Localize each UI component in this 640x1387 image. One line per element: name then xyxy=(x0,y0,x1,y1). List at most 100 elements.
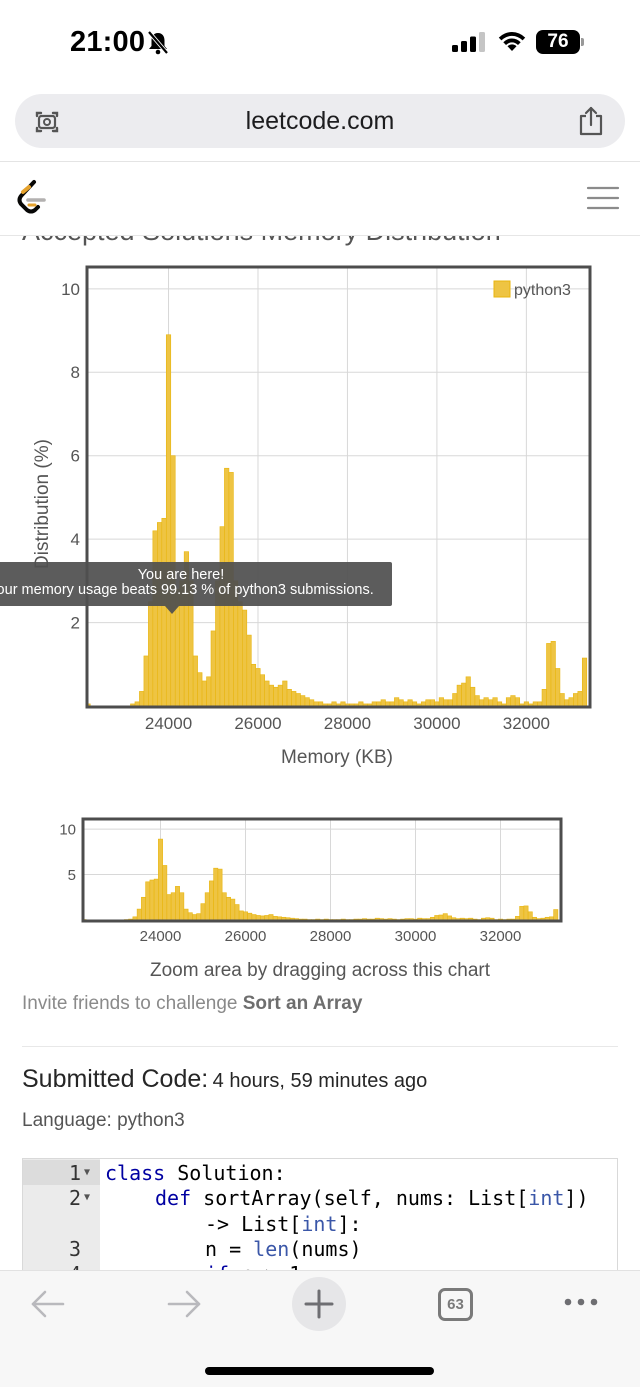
histogram-bar[interactable] xyxy=(519,906,525,921)
histogram-bar[interactable] xyxy=(139,691,145,707)
more-icon[interactable] xyxy=(563,1295,599,1313)
histogram-bar[interactable] xyxy=(403,701,409,707)
histogram-bar[interactable] xyxy=(197,672,203,707)
fold-arrow-icon[interactable]: ▼ xyxy=(84,1192,91,1203)
histogram-bar[interactable] xyxy=(555,668,561,707)
histogram-bar[interactable] xyxy=(407,699,413,707)
histogram-bar[interactable] xyxy=(358,701,364,707)
histogram-bar[interactable] xyxy=(318,701,324,707)
histogram-bar[interactable] xyxy=(134,701,140,707)
camera-icon[interactable] xyxy=(32,108,62,141)
histogram-bar[interactable] xyxy=(187,912,193,921)
histogram-bar[interactable] xyxy=(238,910,244,921)
histogram-bar[interactable] xyxy=(165,334,172,707)
tabs-icon[interactable]: 63 xyxy=(438,1288,473,1321)
histogram-bar[interactable] xyxy=(192,914,197,921)
histogram-bar[interactable] xyxy=(573,693,579,707)
histogram-bar[interactable] xyxy=(447,915,452,921)
histogram-bar[interactable] xyxy=(264,680,270,707)
histogram-bar[interactable] xyxy=(282,680,288,707)
histogram-bar[interactable] xyxy=(479,699,485,707)
histogram-bar[interactable] xyxy=(295,693,301,707)
histogram-bar[interactable] xyxy=(246,634,252,707)
histogram-bar[interactable] xyxy=(331,701,337,707)
histogram-bar[interactable] xyxy=(510,695,516,707)
histogram-bar[interactable] xyxy=(438,697,444,707)
histogram-bar[interactable] xyxy=(273,686,279,707)
histogram-bar[interactable] xyxy=(152,530,158,707)
histogram-bar[interactable] xyxy=(221,892,227,921)
histogram-bar[interactable] xyxy=(447,699,453,707)
histogram-bar[interactable] xyxy=(537,701,543,707)
histogram-bar[interactable] xyxy=(170,892,176,921)
histogram-bar[interactable] xyxy=(210,630,216,707)
histogram-bar[interactable] xyxy=(175,886,180,921)
histogram-bar[interactable] xyxy=(145,881,151,921)
histogram-bar[interactable] xyxy=(251,914,257,921)
histogram-bar[interactable] xyxy=(461,682,467,707)
histogram-bar[interactable] xyxy=(286,689,292,707)
histogram-bar[interactable] xyxy=(564,699,570,707)
histogram-bar[interactable] xyxy=(577,691,583,707)
histogram-bar[interactable] xyxy=(559,693,565,707)
histogram-bar[interactable] xyxy=(546,643,552,707)
histogram-bar[interactable] xyxy=(443,699,449,707)
leetcode-logo-icon[interactable] xyxy=(15,179,49,220)
histogram-bar[interactable] xyxy=(206,676,212,707)
histogram-bar[interactable] xyxy=(371,701,377,707)
histogram-bar[interactable] xyxy=(523,701,529,707)
histogram-bar[interactable] xyxy=(201,680,207,707)
histogram-bar[interactable] xyxy=(389,701,395,707)
histogram-bar[interactable] xyxy=(313,701,319,707)
histogram-bar[interactable] xyxy=(434,701,440,707)
histogram-bar[interactable] xyxy=(376,701,382,707)
zoom-navigator-chart[interactable]: 5 10 24000 26000 28000 30000 32000 xyxy=(0,808,640,988)
histogram-bar[interactable] xyxy=(260,915,265,921)
histogram-bar[interactable] xyxy=(291,691,297,707)
histogram-bar[interactable] xyxy=(434,915,440,921)
histogram-bar[interactable] xyxy=(380,699,386,707)
histogram-bar[interactable] xyxy=(213,867,219,921)
histogram-bar[interactable] xyxy=(192,655,198,707)
histogram-bar[interactable] xyxy=(242,609,248,707)
histogram-bar[interactable] xyxy=(483,697,489,707)
histogram-bar[interactable] xyxy=(179,892,185,921)
histogram-bar[interactable] xyxy=(541,689,547,707)
fold-arrow-icon[interactable]: ▼ xyxy=(84,1167,91,1178)
histogram-bar[interactable] xyxy=(268,684,274,707)
histogram-bar[interactable] xyxy=(398,699,404,707)
code-editor[interactable]: 1 ▼ 2 ▼ 3 4 class Solution: def sortArra… xyxy=(22,1158,618,1278)
histogram-bar[interactable] xyxy=(250,663,257,707)
histogram-bar[interactable] xyxy=(149,879,155,921)
histogram-bar[interactable] xyxy=(153,878,159,921)
histogram-bar[interactable] xyxy=(425,699,431,707)
share-icon[interactable] xyxy=(576,105,606,142)
histogram-bar[interactable] xyxy=(429,699,435,707)
histogram-bar[interactable] xyxy=(247,912,253,921)
histogram-bar[interactable] xyxy=(268,914,274,921)
histogram-bar[interactable] xyxy=(340,701,346,707)
new-tab-button[interactable] xyxy=(292,1277,346,1331)
histogram-bar[interactable] xyxy=(568,697,574,707)
histogram-bar[interactable] xyxy=(162,865,168,921)
histogram-bar[interactable] xyxy=(196,913,202,921)
histogram-bar[interactable] xyxy=(553,909,559,921)
histogram-bar[interactable] xyxy=(581,657,588,707)
histogram-bar[interactable] xyxy=(452,693,458,707)
legend[interactable]: python3 xyxy=(493,280,571,299)
invite-problem-link[interactable]: Sort an Array xyxy=(242,993,363,1014)
histogram-bar[interactable] xyxy=(300,695,306,707)
histogram-bar[interactable] xyxy=(204,892,210,921)
histogram-bar[interactable] xyxy=(438,914,444,921)
histogram-bar[interactable] xyxy=(226,896,231,921)
back-arrow-icon[interactable] xyxy=(30,1289,66,1324)
histogram-bar[interactable] xyxy=(304,697,310,707)
histogram-bar[interactable] xyxy=(412,701,418,707)
histogram-bar[interactable] xyxy=(272,916,278,921)
histogram-bar[interactable] xyxy=(474,695,480,707)
histogram-bar[interactable] xyxy=(183,908,189,921)
histogram-bar[interactable] xyxy=(255,668,261,707)
forward-arrow-icon[interactable] xyxy=(166,1289,202,1324)
memory-distribution-chart[interactable]: 2 4 6 8 10 24000 26000 28000 30000 32000 Memory … xyxy=(0,250,640,780)
histogram-bar[interactable] xyxy=(259,674,265,707)
